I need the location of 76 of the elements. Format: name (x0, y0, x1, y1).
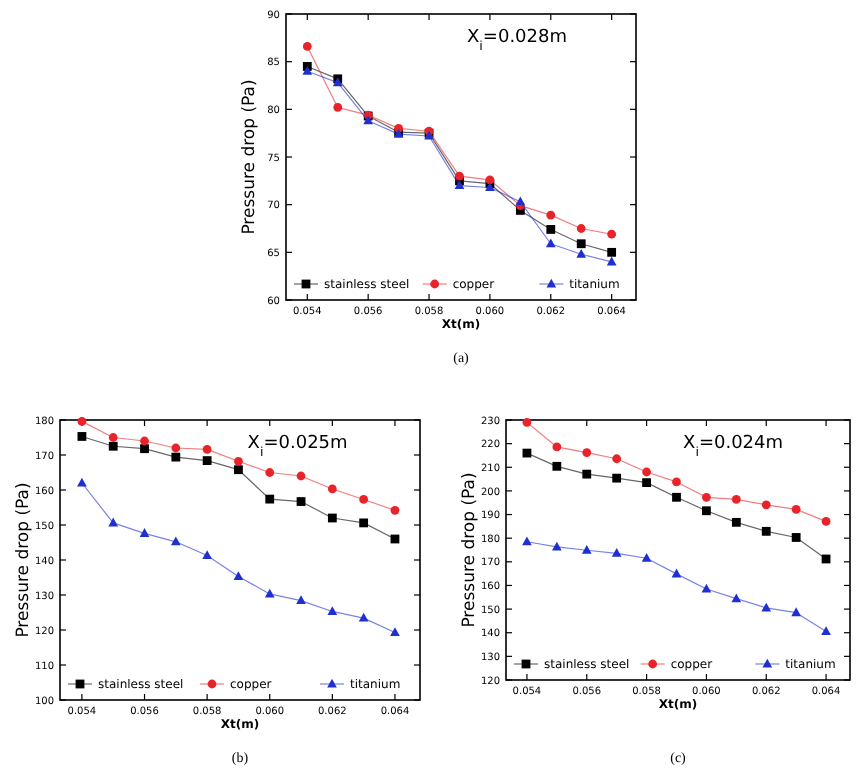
point (234, 456, 243, 466)
point (576, 239, 586, 249)
point (791, 533, 801, 542)
text: X$_{i}$=0.025m (247, 434, 348, 459)
point (234, 465, 243, 475)
point (642, 478, 651, 488)
point (359, 495, 369, 504)
point (140, 436, 149, 446)
point (612, 454, 622, 464)
point (581, 544, 592, 554)
y-axis-title: Pressure drop (Pa) (460, 472, 480, 628)
point (606, 256, 617, 266)
point (296, 497, 306, 506)
point (358, 612, 369, 622)
point (327, 606, 338, 615)
point (140, 444, 149, 454)
point (546, 210, 556, 220)
point (731, 593, 742, 603)
point (821, 626, 831, 636)
point (170, 536, 181, 546)
point (108, 441, 118, 451)
point (333, 103, 343, 112)
point (607, 247, 617, 257)
point (702, 506, 711, 516)
point (552, 461, 562, 471)
point (455, 171, 464, 181)
point (327, 513, 337, 523)
text: X$_{i}$=0.028m (467, 28, 567, 53)
point (821, 517, 831, 526)
point (302, 42, 312, 51)
point (296, 471, 306, 481)
y-axis-title: Pressure drop (Pa) (14, 482, 34, 638)
point (171, 452, 181, 462)
point (77, 432, 87, 441)
point (761, 500, 771, 510)
point (701, 583, 712, 593)
point (672, 492, 681, 502)
point (552, 442, 562, 452)
point (607, 229, 617, 239)
point (296, 595, 306, 605)
point (171, 443, 181, 453)
point (791, 607, 801, 617)
y-axis-title: Pressure drop (Pa) (240, 79, 260, 235)
point (359, 518, 369, 528)
point (546, 225, 556, 234)
point (702, 492, 711, 502)
point (576, 248, 587, 258)
point (265, 494, 275, 504)
point (515, 196, 526, 206)
point (108, 433, 118, 442)
point (576, 224, 586, 233)
point (522, 536, 532, 546)
point (139, 528, 150, 537)
point (612, 473, 622, 483)
point (731, 517, 741, 527)
point (761, 526, 771, 536)
point (202, 456, 212, 465)
point (642, 467, 651, 477)
text: X$_{i}$=0.024m (683, 434, 784, 459)
point (202, 445, 212, 454)
point (671, 568, 682, 578)
point (791, 504, 801, 514)
point (390, 627, 400, 636)
point (265, 468, 275, 477)
point (202, 550, 212, 559)
point (731, 495, 741, 504)
point (582, 469, 592, 479)
point (545, 238, 556, 248)
point (233, 571, 244, 580)
point (641, 552, 652, 562)
point (390, 505, 400, 515)
point (611, 548, 622, 557)
point (582, 448, 592, 458)
point (672, 477, 681, 487)
point (77, 477, 87, 487)
point (327, 484, 337, 494)
